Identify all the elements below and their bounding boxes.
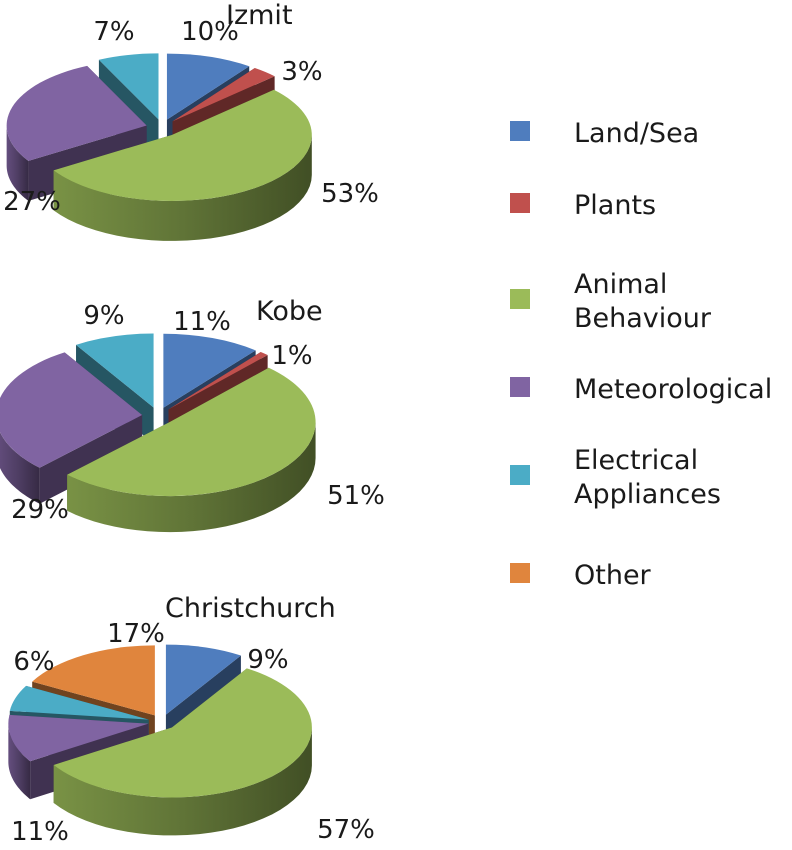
legend-label: Meteorological: [574, 374, 772, 405]
pie-title: Kobe: [256, 296, 323, 327]
data-label-electrical-appliances: 6%: [13, 647, 54, 677]
legend-label: Behaviour: [574, 303, 712, 334]
legend-label: Appliances: [574, 479, 721, 510]
slice-animal-behaviour: [53, 668, 312, 836]
slice-meteorological: [0, 352, 143, 504]
legend-label: Plants: [574, 190, 656, 221]
legend-item-meteorological: Meteorological: [510, 374, 772, 405]
data-label-other: 17%: [107, 619, 165, 649]
data-label-land-sea: 11%: [173, 307, 231, 337]
data-label-plants: 1%: [271, 341, 312, 371]
legend-swatch: [510, 289, 530, 309]
legend-label: Other: [574, 560, 652, 591]
data-label-animal-behaviour: 51%: [327, 481, 385, 511]
data-label-meteorological: 27%: [3, 187, 61, 217]
data-label-plants: 3%: [281, 57, 322, 87]
data-label-meteorological: 11%: [11, 817, 69, 847]
data-label-electrical-appliances: 7%: [93, 17, 134, 47]
legend-label: Animal: [574, 269, 667, 300]
data-label-land-sea: 9%: [247, 645, 288, 675]
legend-swatch: [510, 563, 530, 583]
legend-label: Land/Sea: [574, 118, 699, 149]
legend-swatch: [510, 377, 530, 397]
legend-item-land-sea: Land/Sea: [510, 118, 699, 149]
data-label-meteorological: 29%: [11, 495, 69, 525]
legend-label: Electrical: [574, 445, 698, 476]
slice-animal-behaviour: [67, 367, 316, 533]
pie-title: Izmit: [226, 0, 293, 31]
pie-christchurch: Christchurch 9% 57% 11% 6% 17%: [8, 593, 375, 847]
data-label-land-sea: 10%: [181, 17, 239, 47]
legend-item-other: Other: [510, 560, 652, 591]
data-label-electrical-appliances: 9%: [83, 301, 124, 331]
pie-title: Christchurch: [165, 593, 336, 624]
legend-item-plants: Plants: [510, 190, 656, 221]
data-label-animal-behaviour: 53%: [321, 179, 379, 209]
legend-swatch: [510, 193, 530, 213]
legend-swatch: [510, 465, 530, 485]
slice-animal-behaviour: [53, 89, 312, 241]
data-label-animal-behaviour: 57%: [317, 815, 375, 845]
pie-charts: Izmit10%3%53%27%7%Kobe11%1%51%29%9%Chris…: [0, 0, 385, 847]
legend-swatch: [510, 121, 530, 141]
pie-kobe: Kobe 11% 1% 51% 29% 9%: [0, 296, 385, 533]
